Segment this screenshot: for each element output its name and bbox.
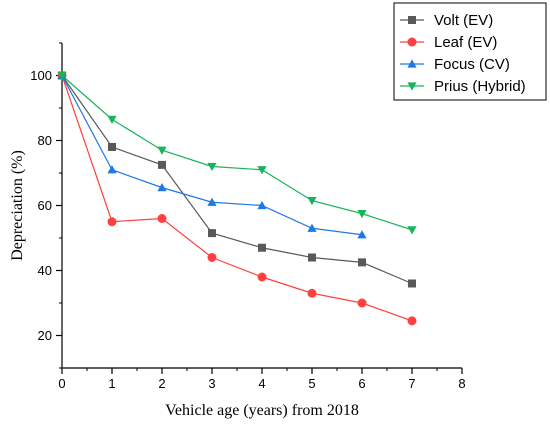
data-point [357, 298, 367, 308]
data-point [358, 258, 366, 267]
x-tick-label: 4 [258, 376, 265, 391]
series-line [61, 75, 363, 236]
data-point [308, 253, 316, 262]
x-tick-label: 1 [108, 376, 115, 391]
legend-marker [407, 37, 417, 47]
legend-label: Leaf (EV) [434, 34, 497, 51]
data-point [57, 71, 67, 81]
y-tick-label: 60 [38, 198, 52, 213]
data-point [258, 243, 266, 252]
data-point [307, 288, 317, 298]
data-point [157, 146, 167, 155]
legend: Volt (EV) Leaf (EV) Focus (CV) Prius (Hybri… [393, 2, 547, 101]
x-tick-label: 8 [458, 376, 465, 391]
x-axis-ticks: 0 1 2 3 4 5 6 7 8 [58, 368, 466, 391]
data-point [257, 166, 267, 175]
data-point [108, 143, 116, 151]
plot-area [57, 70, 417, 326]
data-point [407, 316, 417, 326]
legend-label: Volt (EV) [434, 12, 493, 29]
series-leaf-ev [57, 71, 417, 326]
data-point [107, 115, 117, 124]
data-point [257, 272, 267, 282]
x-axis-title: Vehicle age (years) from 2018 [165, 402, 359, 419]
legend-box [393, 2, 547, 101]
series-line [61, 75, 413, 285]
legend-label: Focus (CV) [434, 56, 510, 73]
series-volt-ev [58, 71, 416, 288]
data-point [307, 196, 317, 206]
data-point [357, 209, 367, 219]
data-point [357, 230, 367, 239]
legend-item: Focus (CV) [400, 56, 510, 73]
x-tick-label: 5 [308, 376, 315, 391]
y-tick-label: 40 [38, 263, 52, 278]
data-point [307, 223, 317, 232]
x-tick-label: 7 [408, 376, 415, 391]
y-tick-label: 20 [38, 328, 52, 343]
data-point [208, 229, 216, 238]
series-focus-cv [57, 70, 367, 239]
data-point [408, 279, 416, 288]
data-point [158, 160, 166, 169]
y-axis-title: Depreciation (%) [9, 150, 26, 261]
data-point [207, 197, 217, 206]
series-prius-hybrid [57, 71, 417, 235]
x-tick-label: 2 [158, 376, 165, 391]
legend-label: Prius (Hybrid) [434, 78, 526, 95]
x-tick-label: 6 [358, 376, 365, 391]
y-axis-ticks: 20 40 60 80 100 [30, 42, 62, 369]
series-line [61, 75, 413, 322]
legend-item: Prius (Hybrid) [400, 78, 526, 95]
x-tick-label: 3 [208, 376, 215, 391]
data-point [107, 217, 117, 227]
y-tick-label: 100 [30, 68, 52, 83]
data-point [207, 253, 217, 262]
data-point [207, 162, 217, 172]
legend-marker [407, 59, 417, 68]
data-point [157, 183, 167, 192]
legend-item: Volt (EV) [400, 12, 493, 29]
data-point [407, 226, 417, 235]
series-line [61, 75, 413, 231]
legend-marker [407, 82, 417, 91]
data-point [107, 165, 117, 174]
legend-item: Leaf (EV) [400, 34, 497, 51]
y-tick-label: 80 [38, 133, 52, 148]
data-point [257, 200, 267, 210]
data-point [157, 214, 167, 223]
legend-marker [408, 16, 416, 24]
x-tick-label: 0 [58, 376, 65, 391]
